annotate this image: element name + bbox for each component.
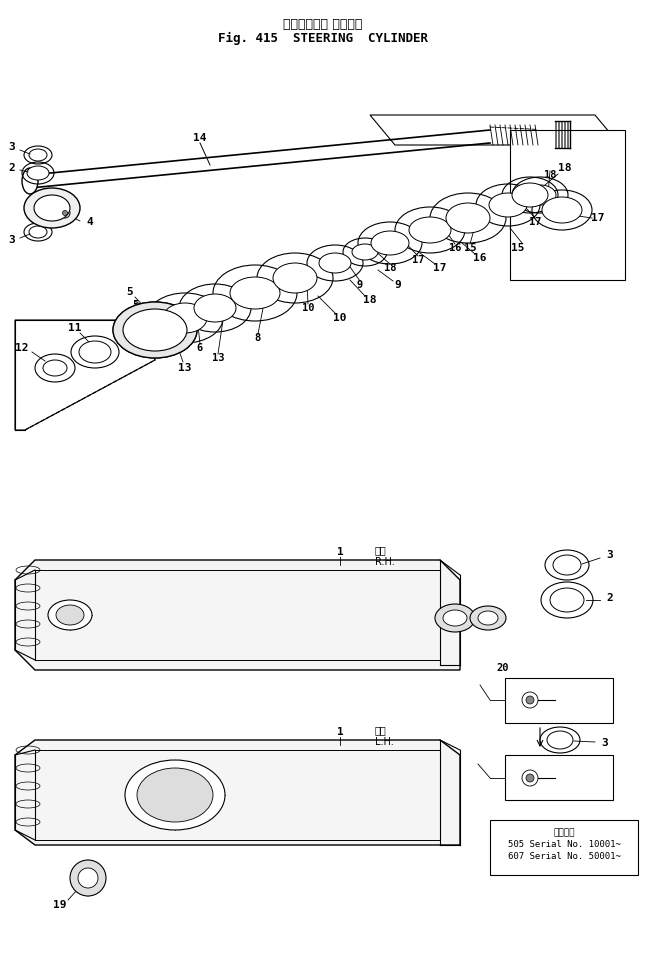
- Text: 左側
L.H.: 左側 L.H.: [375, 725, 394, 747]
- Text: 17: 17: [591, 213, 605, 223]
- Text: 18: 18: [558, 163, 572, 173]
- Ellipse shape: [524, 185, 556, 205]
- Text: 4: 4: [87, 217, 93, 227]
- Text: 20: 20: [593, 773, 607, 783]
- Circle shape: [522, 692, 538, 708]
- Ellipse shape: [130, 314, 180, 346]
- Text: 18: 18: [384, 263, 396, 273]
- Text: 15: 15: [464, 243, 476, 253]
- Text: 2: 2: [607, 593, 613, 603]
- Text: 10: 10: [302, 303, 314, 313]
- Text: 19: 19: [53, 900, 67, 910]
- Ellipse shape: [409, 217, 451, 243]
- Ellipse shape: [29, 226, 47, 238]
- Text: 1: 1: [336, 547, 344, 557]
- Bar: [490, 820, 638, 875]
- Ellipse shape: [56, 605, 84, 625]
- Text: 18: 18: [363, 295, 377, 305]
- Text: 6: 6: [197, 343, 203, 353]
- Text: 12: 12: [16, 343, 28, 353]
- Text: 9: 9: [395, 280, 401, 290]
- Ellipse shape: [371, 231, 409, 255]
- Ellipse shape: [470, 606, 506, 630]
- Text: 15: 15: [511, 243, 525, 253]
- Text: 13: 13: [212, 353, 225, 363]
- Text: 20: 20: [593, 695, 607, 705]
- Polygon shape: [15, 320, 155, 430]
- Ellipse shape: [123, 309, 187, 351]
- Text: 8: 8: [255, 333, 261, 343]
- Ellipse shape: [79, 341, 111, 363]
- Text: 16: 16: [449, 243, 461, 253]
- Text: 9: 9: [357, 280, 363, 290]
- Ellipse shape: [512, 183, 548, 207]
- Ellipse shape: [34, 195, 70, 221]
- Circle shape: [78, 868, 98, 888]
- Ellipse shape: [163, 303, 207, 333]
- Text: 3: 3: [602, 738, 608, 748]
- Text: 11: 11: [68, 323, 82, 333]
- Ellipse shape: [489, 193, 527, 217]
- Ellipse shape: [27, 166, 49, 180]
- Ellipse shape: [194, 294, 236, 322]
- Ellipse shape: [547, 731, 573, 749]
- Text: 13: 13: [179, 363, 192, 373]
- Text: 10: 10: [333, 313, 347, 323]
- Text: 5: 5: [132, 300, 138, 310]
- Circle shape: [522, 770, 538, 786]
- Text: 17: 17: [433, 263, 446, 273]
- Circle shape: [526, 696, 534, 704]
- Ellipse shape: [29, 149, 47, 161]
- Text: 14: 14: [193, 133, 207, 143]
- Ellipse shape: [273, 263, 317, 293]
- Ellipse shape: [137, 768, 213, 822]
- Text: 適用号機: 適用号機: [553, 828, 575, 837]
- Bar: [505, 755, 613, 800]
- Circle shape: [63, 211, 67, 216]
- Text: 16: 16: [473, 253, 487, 263]
- Ellipse shape: [230, 277, 280, 309]
- Ellipse shape: [319, 253, 351, 273]
- Circle shape: [70, 860, 106, 896]
- Circle shape: [526, 774, 534, 782]
- Ellipse shape: [542, 197, 582, 223]
- Ellipse shape: [435, 604, 475, 632]
- Text: ステアリング シリンダ: ステアリング シリンダ: [283, 18, 363, 31]
- Text: 20: 20: [497, 663, 509, 673]
- Ellipse shape: [22, 168, 38, 194]
- Ellipse shape: [43, 360, 67, 376]
- Polygon shape: [370, 115, 620, 145]
- Text: 17: 17: [529, 217, 542, 227]
- Ellipse shape: [446, 203, 490, 233]
- Bar: [505, 678, 613, 723]
- Ellipse shape: [113, 302, 197, 358]
- Text: 607 Serial No. 50001~: 607 Serial No. 50001~: [507, 852, 620, 861]
- Polygon shape: [15, 560, 460, 670]
- Text: 17: 17: [411, 255, 424, 265]
- Text: 3: 3: [607, 550, 613, 560]
- Ellipse shape: [24, 188, 80, 228]
- Text: 18: 18: [543, 170, 556, 180]
- Polygon shape: [510, 130, 625, 280]
- Ellipse shape: [550, 588, 584, 612]
- Text: 3: 3: [8, 142, 16, 152]
- Ellipse shape: [352, 244, 378, 260]
- Text: 右側
R.H.: 右側 R.H.: [375, 545, 395, 567]
- Circle shape: [60, 208, 70, 218]
- Ellipse shape: [48, 600, 92, 630]
- Polygon shape: [15, 740, 460, 845]
- Text: 1: 1: [336, 727, 344, 737]
- Text: 2: 2: [8, 163, 16, 173]
- Text: 5: 5: [127, 287, 133, 297]
- Text: 3: 3: [8, 235, 16, 245]
- Ellipse shape: [553, 555, 581, 575]
- Text: Fig. 415  STEERING  CYLINDER: Fig. 415 STEERING CYLINDER: [218, 32, 428, 45]
- Ellipse shape: [478, 611, 498, 625]
- Ellipse shape: [125, 760, 225, 830]
- Text: 505 Serial No. 10001~: 505 Serial No. 10001~: [507, 840, 620, 849]
- Ellipse shape: [443, 610, 467, 626]
